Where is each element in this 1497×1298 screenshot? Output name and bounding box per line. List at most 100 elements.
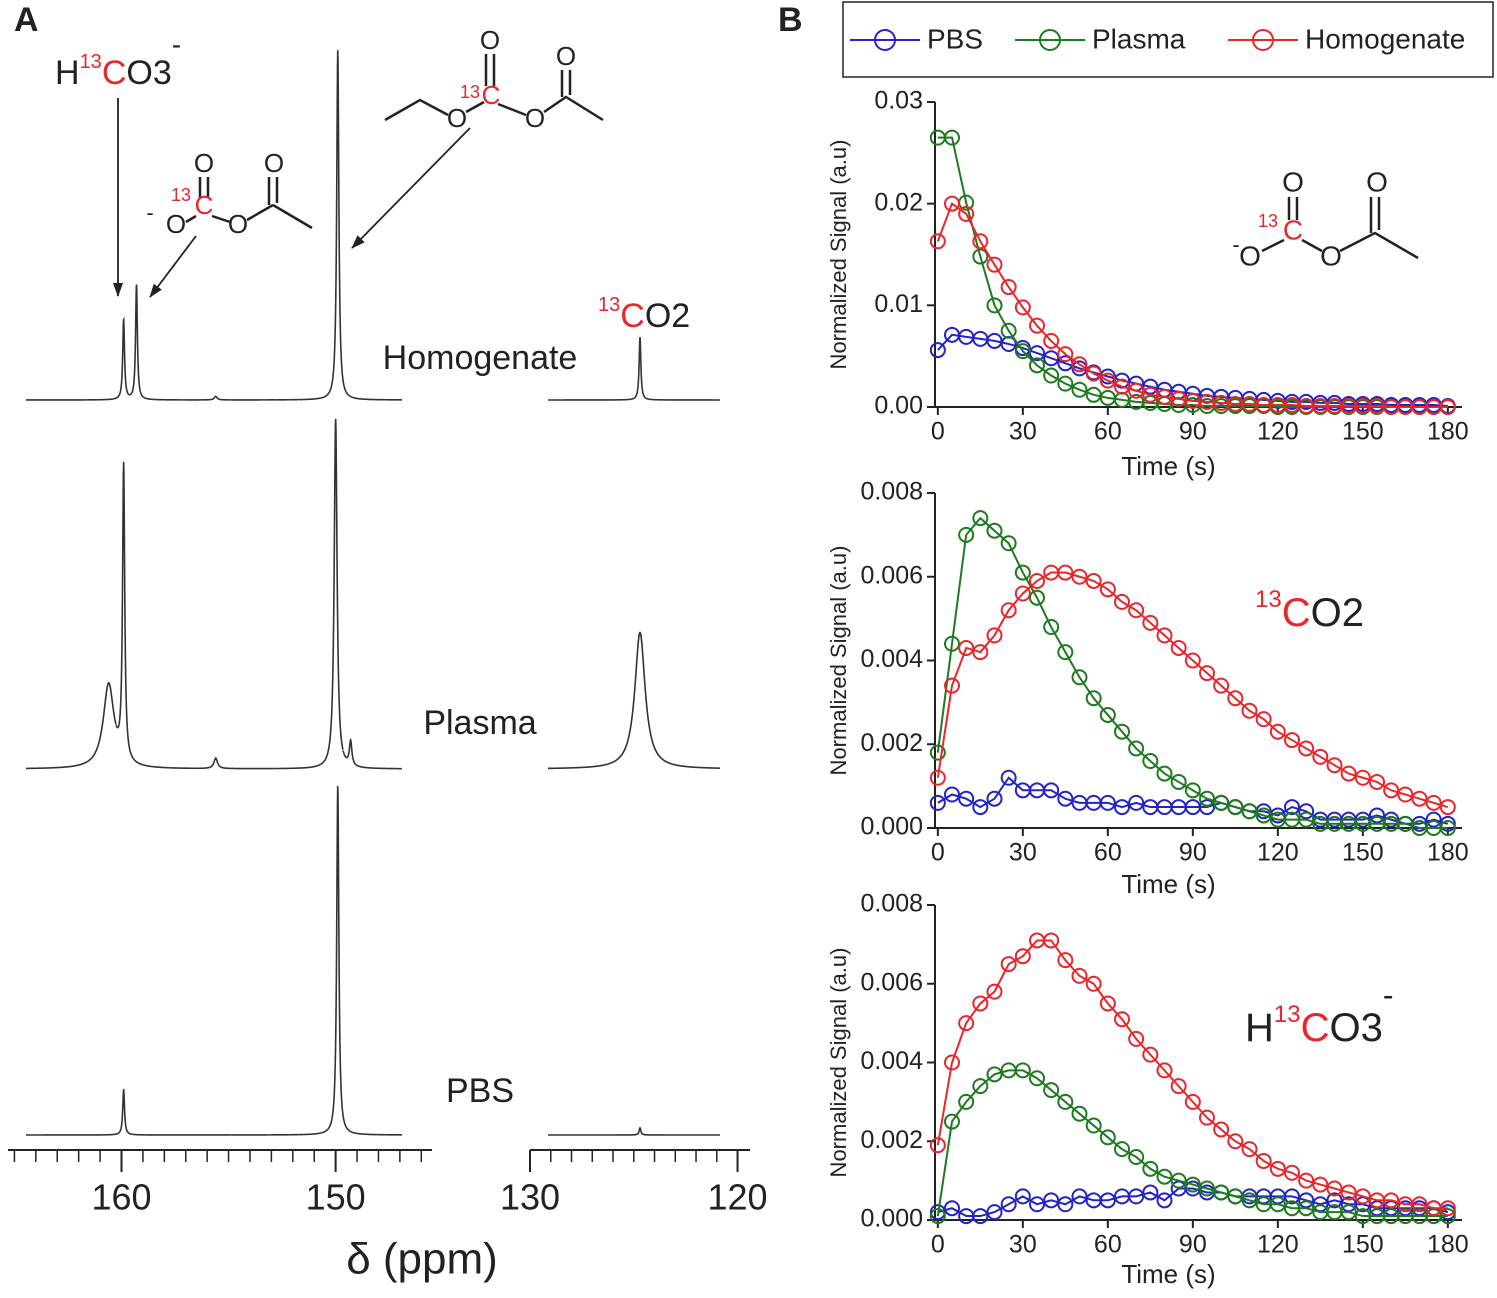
x-tick-label: 120 bbox=[1257, 839, 1299, 867]
data-point bbox=[1369, 807, 1385, 824]
data-point bbox=[1114, 799, 1130, 816]
data-point bbox=[944, 195, 960, 212]
data-point bbox=[1199, 1180, 1215, 1197]
data-point bbox=[972, 1208, 989, 1225]
data-point bbox=[1043, 332, 1060, 349]
data-point bbox=[1029, 317, 1045, 334]
data-point bbox=[986, 522, 1003, 539]
data-point bbox=[1014, 343, 1031, 360]
data-point bbox=[1000, 1196, 1017, 1213]
x-tick-label: 0 bbox=[931, 1231, 945, 1259]
data-point bbox=[929, 1137, 946, 1154]
atom: O bbox=[1239, 240, 1261, 271]
data-point bbox=[1085, 572, 1102, 589]
y-tick-label: 0.01 bbox=[874, 290, 923, 318]
data-point bbox=[1241, 1192, 1258, 1209]
data-point bbox=[1057, 1093, 1074, 1110]
data-point bbox=[1369, 773, 1385, 790]
spectrum-peak bbox=[169, 757, 276, 770]
data-point bbox=[1057, 375, 1074, 392]
data-point bbox=[1156, 1192, 1173, 1209]
data-point bbox=[1014, 299, 1031, 316]
data-point bbox=[1000, 535, 1017, 552]
data-point bbox=[1014, 948, 1031, 965]
data-point bbox=[1057, 564, 1074, 581]
data-point bbox=[929, 769, 946, 786]
data-point bbox=[1354, 1188, 1371, 1205]
data-point bbox=[1156, 765, 1173, 782]
data-point bbox=[1439, 399, 1456, 415]
data-point bbox=[1057, 644, 1074, 661]
data-point bbox=[1057, 952, 1074, 969]
atom: O bbox=[556, 41, 576, 71]
x-tick-label: 150 bbox=[1342, 839, 1384, 867]
data-point bbox=[1326, 1180, 1343, 1197]
atom: O3 bbox=[126, 54, 171, 92]
data-point bbox=[1099, 995, 1116, 1012]
y-axis-title: Normalized Signal (a.u) bbox=[826, 546, 851, 776]
legend-label: Plasma bbox=[1092, 23, 1186, 54]
data-point bbox=[1184, 1176, 1201, 1193]
arrow bbox=[149, 235, 197, 298]
atom: C bbox=[482, 80, 501, 110]
co2-label: 13CO2 bbox=[1255, 586, 1364, 634]
atom: O bbox=[525, 103, 545, 133]
data-point bbox=[1114, 1141, 1130, 1158]
data-point bbox=[944, 677, 960, 694]
data-point bbox=[1199, 790, 1215, 807]
legend-box bbox=[842, 1, 1494, 78]
series-line bbox=[936, 571, 1449, 809]
data-point bbox=[1199, 665, 1215, 682]
data-point bbox=[1114, 378, 1130, 395]
atom: H bbox=[1245, 1006, 1274, 1050]
spectrum-peak bbox=[275, 418, 344, 770]
x-tick-label: 150 bbox=[1342, 1231, 1384, 1259]
spectrum-peak bbox=[230, 786, 402, 1136]
atom: O2 bbox=[645, 297, 690, 335]
data-point bbox=[1255, 711, 1272, 728]
series-line bbox=[937, 776, 1449, 825]
data-point bbox=[1000, 322, 1017, 339]
data-point bbox=[1340, 765, 1357, 782]
x-tick-label: 30 bbox=[1009, 418, 1037, 446]
panel-label: B bbox=[778, 1, 803, 39]
data-point bbox=[1199, 1109, 1215, 1126]
data-point bbox=[1057, 790, 1074, 807]
x-tick-label: 90 bbox=[1179, 1231, 1207, 1259]
legend-marker bbox=[874, 29, 896, 51]
data-point bbox=[1255, 807, 1272, 824]
data-point bbox=[944, 786, 960, 803]
data-point bbox=[929, 1204, 946, 1221]
data-point bbox=[1425, 811, 1442, 828]
data-point bbox=[1213, 1184, 1230, 1201]
data-point bbox=[1029, 357, 1045, 374]
data-point bbox=[958, 205, 975, 222]
data-point bbox=[1085, 365, 1102, 382]
isotope: 13 bbox=[1258, 211, 1278, 231]
series-line bbox=[936, 202, 1448, 408]
x-tick-label: 120 bbox=[1257, 1231, 1299, 1259]
data-point bbox=[1439, 820, 1456, 836]
spectrum-peak bbox=[26, 681, 117, 770]
data-point bbox=[1156, 1168, 1173, 1185]
y-tick-label: 0.03 bbox=[874, 87, 923, 115]
isotope: 13 bbox=[171, 185, 191, 205]
data-point bbox=[1085, 690, 1102, 707]
x-axis-title: Time (s) bbox=[1121, 869, 1215, 899]
legend-label: PBS bbox=[927, 23, 983, 54]
data-point bbox=[1298, 811, 1315, 828]
data-point bbox=[1340, 1184, 1357, 1201]
structure: O 13 C O O O bbox=[384, 25, 604, 133]
charge: - bbox=[1232, 232, 1239, 257]
data-point bbox=[1014, 1062, 1031, 1079]
data-point bbox=[972, 799, 989, 816]
x-tick-label: 30 bbox=[1009, 839, 1037, 867]
data-point bbox=[929, 794, 946, 811]
data-point bbox=[1029, 572, 1045, 589]
y-tick-label: 0.004 bbox=[860, 1047, 923, 1075]
spectrum-peak bbox=[276, 50, 402, 401]
data-point bbox=[1071, 356, 1088, 373]
data-point bbox=[1128, 602, 1145, 619]
atom: C bbox=[620, 297, 645, 335]
data-point bbox=[972, 510, 989, 527]
